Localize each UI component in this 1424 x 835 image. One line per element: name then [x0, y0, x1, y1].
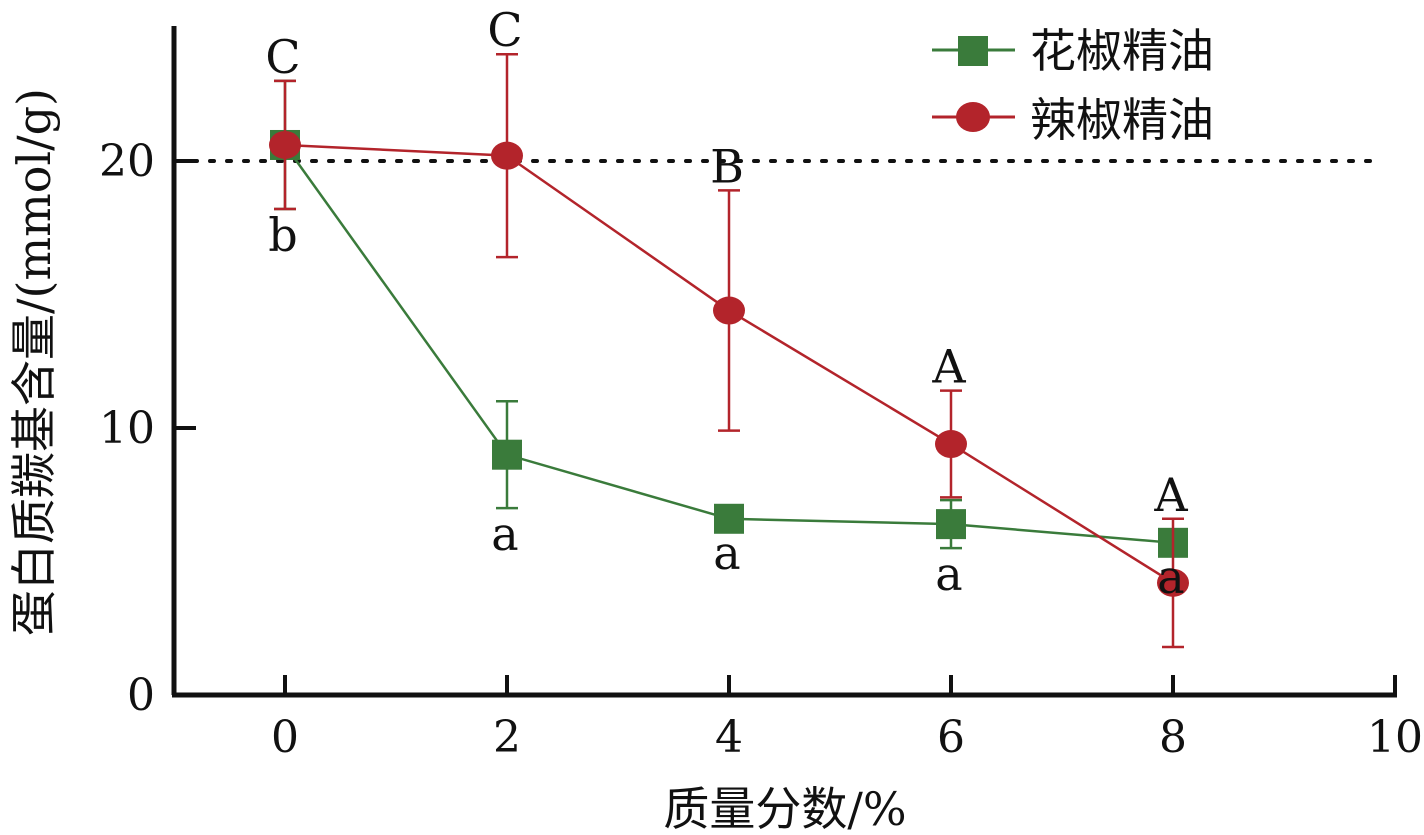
- data-point: [1157, 568, 1189, 597]
- letters-layer: b a a a a C C B A A: [265, 3, 1188, 604]
- x-tick-label: 6: [937, 712, 965, 763]
- data-point: [936, 509, 966, 540]
- y-tick-label: 10: [99, 403, 155, 454]
- x-tick-label: 4: [715, 712, 743, 763]
- significance-letter: A: [931, 340, 966, 394]
- data-point: [713, 296, 745, 325]
- significance-letter: a: [491, 507, 518, 561]
- x-tick-label: 10: [1367, 712, 1423, 763]
- legend-label-1: 辣椒精油: [1030, 93, 1214, 147]
- y-tick-label: 0: [127, 670, 155, 721]
- significance-letter: a: [713, 526, 740, 580]
- legend-item-0: 花椒精油: [932, 24, 1214, 78]
- x-tick-label: 0: [271, 712, 299, 763]
- x-ticks: 0 2 4 6 8 10: [271, 675, 1423, 763]
- data-point: [935, 430, 967, 459]
- significance-letter: a: [1157, 550, 1184, 604]
- legend: 花椒精油 辣椒精油: [932, 24, 1214, 147]
- significance-letter: C: [487, 3, 522, 57]
- x-tick-label: 8: [1159, 712, 1187, 763]
- significance-letter: A: [1153, 468, 1188, 522]
- y-tick-label: 20: [99, 136, 155, 187]
- series-1: [269, 52, 1189, 649]
- data-point: [714, 503, 744, 534]
- data-point: [492, 439, 522, 470]
- legend-marker-1: [956, 102, 990, 132]
- x-tick-label: 2: [493, 712, 521, 763]
- x-axis-title: 质量分数/%: [663, 782, 906, 835]
- data-point: [491, 141, 523, 170]
- significance-letter: a: [935, 547, 962, 601]
- y-axis-title: 蛋白质羰基含量/(mmol/g): [7, 88, 61, 636]
- significance-letter: C: [265, 30, 300, 84]
- legend-label-0: 花椒精油: [1030, 24, 1214, 78]
- significance-letter: B: [710, 139, 744, 193]
- legend-item-1: 辣椒精油: [932, 93, 1214, 147]
- legend-marker-0: [958, 36, 988, 66]
- significance-letter: b: [268, 208, 297, 262]
- axes: [171, 26, 1397, 698]
- y-ticks: 0 10 20: [99, 136, 196, 721]
- data-point: [269, 130, 301, 159]
- series-layer: [269, 52, 1189, 649]
